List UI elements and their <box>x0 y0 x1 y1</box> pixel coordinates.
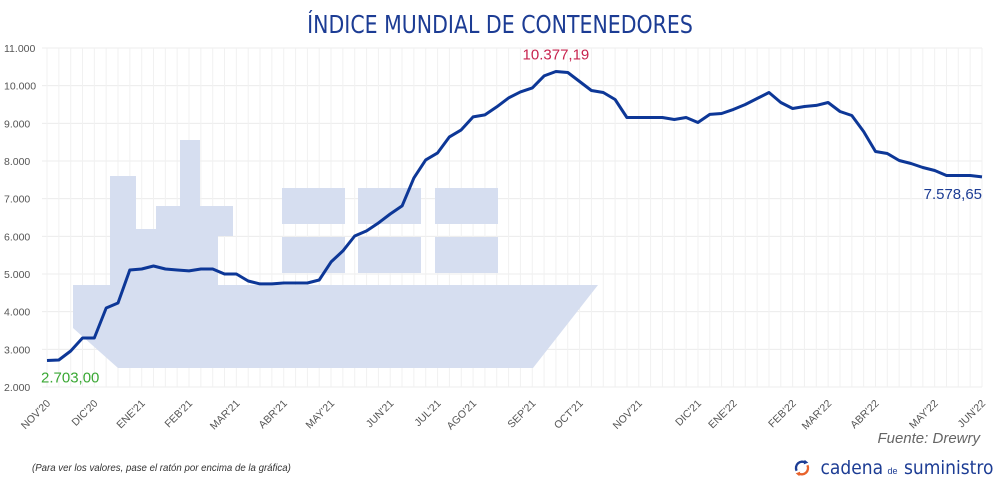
chart-title: ÍNDICE MUNDIAL DE CONTENEDORES <box>307 10 693 39</box>
y-tick-label: 2.000 <box>4 382 30 394</box>
x-tick-label: ABR'21 <box>256 398 290 432</box>
ship-container <box>282 237 345 273</box>
x-tick-label: DIC'21 <box>673 398 704 429</box>
y-tick-label: 8.000 <box>4 156 30 168</box>
x-tick-label: FEB'22 <box>766 398 799 431</box>
cycle-arrows-icon <box>794 459 810 477</box>
annotation-min: 2.703,00 <box>41 370 99 387</box>
annotation-max: 10.377,19 <box>523 46 590 63</box>
x-tick-label: MAR'21 <box>208 398 243 433</box>
ship-illustration <box>73 140 598 368</box>
y-tick-label: 6.000 <box>4 231 30 243</box>
ship-container <box>435 237 498 273</box>
x-tick-label: MAY'22 <box>907 398 941 432</box>
x-tick-label: ENE'21 <box>114 398 148 432</box>
logo-text-de: de <box>887 466 898 476</box>
x-tick-label: MAR'22 <box>800 398 835 433</box>
x-tick-label: ENE'22 <box>706 398 740 432</box>
annotation-last: 7.578,65 <box>924 186 982 203</box>
x-tick-label: SEP'21 <box>505 398 538 431</box>
ship-funnel <box>180 140 200 210</box>
ship-container <box>358 237 421 273</box>
brand-logo[interactable]: cadena de suministro <box>793 457 998 479</box>
annotations: 2.703,00 10.377,19 7.578,65 <box>41 46 982 386</box>
y-tick-label: 10.000 <box>4 81 36 93</box>
y-tick-label: 3.000 <box>4 344 30 356</box>
ship-container <box>282 188 345 224</box>
x-tick-label: NOV'20 <box>19 398 53 432</box>
x-tick-label: MAY'21 <box>303 398 337 432</box>
ship-container <box>358 188 421 224</box>
series-line[interactable] <box>46 70 983 362</box>
ship-bridge <box>136 229 156 285</box>
ship-hull <box>73 285 598 368</box>
hover-note: (Para ver los valores, pase el ratón por… <box>32 462 291 474</box>
x-tick-label: JUN'21 <box>364 398 397 431</box>
ship-container <box>435 188 498 224</box>
logo-text-cadena: cadena <box>820 457 884 479</box>
x-tick-label: NOV'21 <box>611 398 645 432</box>
logo-text-suministro: suministro <box>903 457 993 479</box>
source-label: Fuente: Drewry <box>877 430 980 447</box>
y-tick-label: 11.000 <box>4 43 35 55</box>
y-tick-label: 9.000 <box>4 118 30 130</box>
x-tick-label: ABR'22 <box>848 398 882 432</box>
x-tick-label: JUL'21 <box>412 398 443 429</box>
y-tick-label: 7.000 <box>4 194 30 206</box>
x-tick-label: AGO'21 <box>445 398 480 433</box>
y-tick-label: 4.000 <box>4 307 30 319</box>
x-tick-label: OCT'21 <box>552 398 586 432</box>
ship-bridge <box>156 206 233 236</box>
x-tick-label: DIC'20 <box>70 398 101 429</box>
x-axis: NOV'20 DIC'20 ENE'21 FEB'21 MAR'21 ABR'21 MAY'… <box>19 398 988 433</box>
y-axis: 2.000 3.000 4.000 5.000 6.000 7.000 8.000 9.000… <box>4 43 36 394</box>
ship-bridge <box>156 236 218 286</box>
ship-bridge <box>110 176 136 286</box>
y-tick-label: 5.000 <box>4 269 30 281</box>
x-tick-label: FEB'21 <box>163 398 196 431</box>
x-tick-label: JUN'22 <box>956 398 989 431</box>
